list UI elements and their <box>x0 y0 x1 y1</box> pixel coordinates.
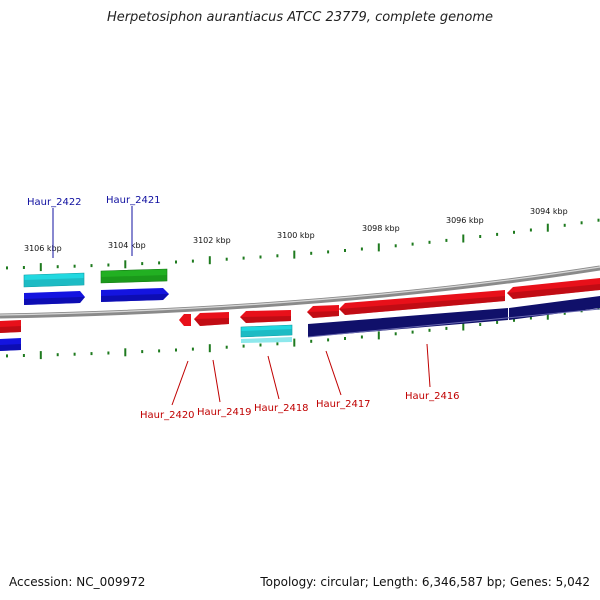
scale-label-3106: 3106 kbp <box>24 244 62 253</box>
gene-labels-top: Haur_2422 Haur_2421 <box>27 195 161 208</box>
gene-label-haur-2416: Haur_2416 <box>405 391 460 402</box>
title: Herpetosiphon aurantiacus ATCC 23779, co… <box>106 10 494 25</box>
gene-label-haur-2419: Haur_2419 <box>197 407 252 418</box>
gene-label-haur-2418: Haur_2418 <box>254 403 309 414</box>
scale-labels: 3106 kbp 3104 kbp 3102 kbp 3100 kbp 3098… <box>24 207 568 253</box>
genome-backbone <box>0 265 600 319</box>
gene-label-haur-2421: Haur_2421 <box>106 195 161 206</box>
genome-summary-text: Topology: circular; Length: 6,346,587 bp… <box>260 575 590 589</box>
accession-text: Accession: NC_009972 <box>9 575 146 589</box>
scale-label-3096: 3096 kbp <box>446 216 484 225</box>
feature-navy-band-right[interactable] <box>509 296 600 320</box>
inner-features <box>0 296 600 351</box>
scale-label-3094: 3094 kbp <box>530 207 568 216</box>
feature-haur-2420[interactable] <box>179 314 191 326</box>
label-connectors <box>52 206 431 406</box>
gene-label-haur-2420: Haur_2420 <box>140 410 195 421</box>
scale-label-3104: 3104 kbp <box>108 241 146 250</box>
feature-haur-2418-b[interactable] <box>241 337 292 343</box>
scale-label-3102: 3102 kbp <box>193 236 231 245</box>
feature-navy-band[interactable] <box>308 308 508 337</box>
gene-labels-bottom: Haur_2420 Haur_2419 Haur_2418 Haur_2417 … <box>140 391 460 421</box>
gene-label-haur-2422: Haur_2422 <box>27 197 82 208</box>
scale-label-3098: 3098 kbp <box>362 224 400 233</box>
outer-features <box>23 268 600 315</box>
gene-label-haur-2417: Haur_2417 <box>316 399 371 410</box>
scale-label-3100: 3100 kbp <box>277 231 315 240</box>
scale-ticks-outer <box>6 218 600 272</box>
